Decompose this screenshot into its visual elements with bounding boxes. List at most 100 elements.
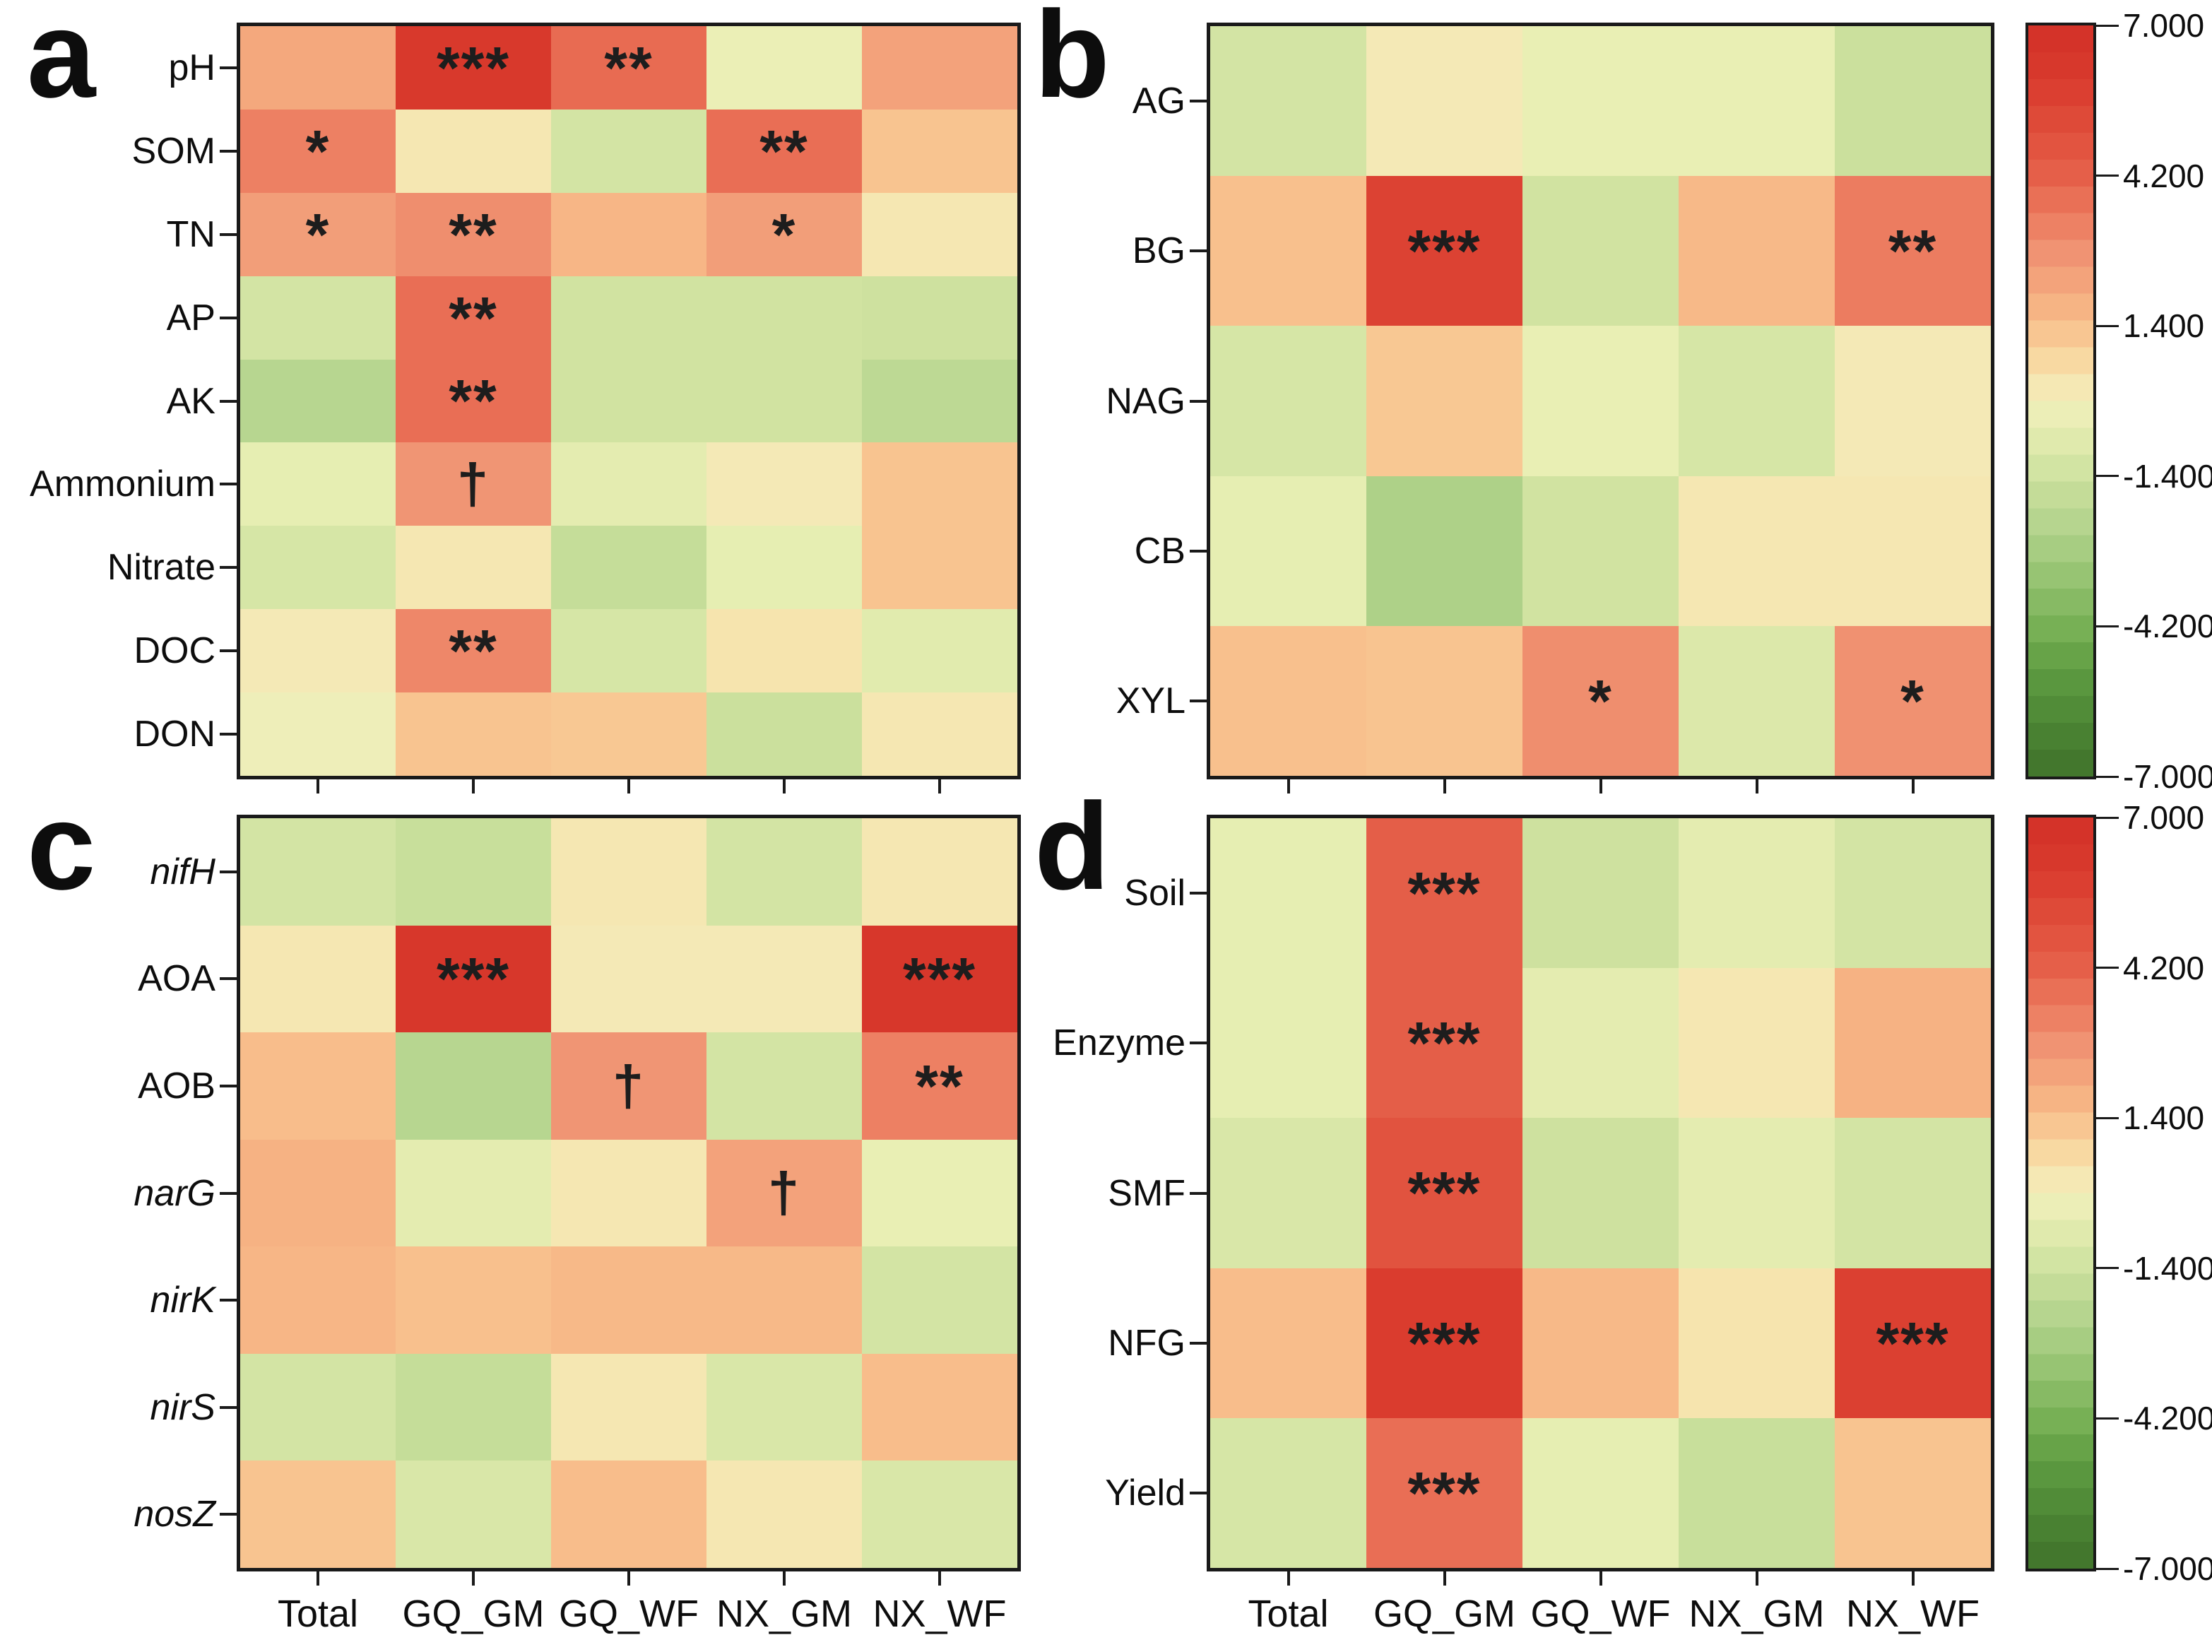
row-label-nosZ: nosZ bbox=[134, 1494, 215, 1535]
row-label-CB: CB bbox=[1134, 530, 1185, 572]
cell-c-nirS-Total bbox=[240, 1353, 396, 1461]
cell-c-nirS-GQ_GM bbox=[396, 1353, 551, 1461]
x-axis-tick bbox=[1599, 1571, 1602, 1586]
cell-b-CB-GQ_WF bbox=[1522, 476, 1679, 626]
cell-b-BG-NX_GM bbox=[1679, 176, 1835, 326]
cell-c-AOA-NX_WF: *** bbox=[862, 925, 1017, 1033]
y-axis-tick bbox=[220, 399, 237, 403]
cell-c-nirK-GQ_GM bbox=[396, 1246, 551, 1354]
cell-a-AP-NX_GM bbox=[706, 276, 862, 360]
row-label-NAG: NAG bbox=[1106, 380, 1185, 422]
y-axis-tick bbox=[220, 733, 237, 736]
cell-d-SMF-GQ_WF bbox=[1522, 1118, 1679, 1268]
y-axis-tick bbox=[220, 1405, 237, 1409]
cell-d-Yield-NX_GM bbox=[1679, 1417, 1835, 1568]
x-axis-tick bbox=[1755, 1571, 1758, 1586]
colorbar-tick-label: -4.200 bbox=[2123, 1400, 2212, 1437]
cell-c-nirS-NX_WF bbox=[862, 1353, 1017, 1461]
colorbar-tick-label: -7.000 bbox=[2123, 1550, 2212, 1587]
panel-label-d: d bbox=[1034, 778, 1110, 916]
x-label-Total: Total bbox=[1248, 1593, 1329, 1635]
row-label-Soil: Soil bbox=[1124, 873, 1185, 914]
cell-a-DON-NX_WF bbox=[862, 692, 1017, 776]
y-axis-tick bbox=[220, 1513, 237, 1516]
cell-c-AOB-GQ_WF: † bbox=[551, 1032, 706, 1140]
cell-a-TN-GQ_WF bbox=[551, 192, 706, 276]
cell-c-nifH-GQ_GM bbox=[396, 818, 551, 926]
cell-a-DOC-GQ_GM: ** bbox=[396, 609, 551, 693]
colorbar-tick-label: 7.000 bbox=[2123, 799, 2205, 836]
x-axis-tick bbox=[938, 779, 941, 793]
cell-d-NFG-GQ_WF bbox=[1522, 1268, 1679, 1418]
row-label-Enzyme: Enzyme bbox=[1053, 1022, 1185, 1064]
cell-d-Enzyme-GQ_GM: *** bbox=[1366, 968, 1522, 1119]
significance-marker: ** bbox=[449, 284, 498, 351]
y-axis-tick bbox=[220, 1084, 237, 1087]
row-label-AP: AP bbox=[166, 297, 215, 338]
cell-a-DON-GQ_GM bbox=[396, 692, 551, 776]
cell-d-Yield-GQ_WF bbox=[1522, 1417, 1679, 1568]
heatmap-grid-d: *** *** *** *** *** *** bbox=[1207, 815, 1994, 1571]
row-label-Yield: Yield bbox=[1105, 1472, 1185, 1514]
x-label-GQ_GM: GQ_GM bbox=[1373, 1593, 1516, 1635]
cell-d-SMF-NX_GM bbox=[1679, 1118, 1835, 1268]
row-label-pH: pH bbox=[168, 47, 215, 88]
row-label-DOC: DOC bbox=[134, 630, 215, 672]
cell-a-DOC-Total bbox=[240, 609, 396, 693]
colorbar-tick bbox=[2096, 816, 2119, 819]
cell-b-NAG-GQ_WF bbox=[1522, 326, 1679, 476]
cell-a-AK-NX_WF bbox=[862, 359, 1017, 443]
cell-b-XYL-GQ_GM bbox=[1366, 625, 1522, 776]
significance-marker: ** bbox=[449, 618, 498, 685]
y-axis-tick bbox=[1190, 892, 1207, 895]
y-axis-tick bbox=[220, 149, 237, 153]
significance-marker: *** bbox=[1407, 1010, 1481, 1077]
significance-marker: *** bbox=[1407, 1459, 1481, 1526]
cell-a-DON-GQ_WF bbox=[551, 692, 706, 776]
cell-d-Enzyme-NX_GM bbox=[1679, 968, 1835, 1119]
row-label-AK: AK bbox=[166, 380, 215, 422]
y-axis-tick bbox=[1190, 1341, 1207, 1345]
cell-b-CB-Total bbox=[1210, 476, 1366, 626]
row-label-nirS: nirS bbox=[150, 1386, 215, 1428]
row-label-AOB: AOB bbox=[138, 1065, 215, 1107]
cell-a-pH-GQ_WF: ** bbox=[551, 26, 706, 110]
colorbar-tick bbox=[2096, 1267, 2119, 1270]
colorbar-tick-label: -1.400 bbox=[2123, 1249, 2212, 1287]
cell-b-BG-Total bbox=[1210, 176, 1366, 326]
cell-d-Enzyme-NX_WF bbox=[1835, 968, 1991, 1119]
row-label-SOM: SOM bbox=[131, 130, 215, 172]
colorbar-tick-label: 1.400 bbox=[2123, 307, 2205, 345]
cell-a-DON-NX_GM bbox=[706, 692, 862, 776]
y-axis-tick bbox=[1190, 100, 1207, 103]
cell-b-NAG-GQ_GM bbox=[1366, 326, 1522, 476]
cell-a-TN-NX_GM: * bbox=[706, 192, 862, 276]
cell-a-TN-NX_WF bbox=[862, 192, 1017, 276]
cell-d-NFG-GQ_GM: *** bbox=[1366, 1268, 1522, 1418]
cell-d-SMF-Total bbox=[1210, 1118, 1366, 1268]
y-axis-tick bbox=[220, 1191, 237, 1195]
cell-a-Ammonium-GQ_WF bbox=[551, 442, 706, 526]
x-axis-tick bbox=[627, 1571, 630, 1586]
cell-a-Ammonium-NX_GM bbox=[706, 442, 862, 526]
x-axis-tick bbox=[1911, 779, 1915, 793]
cell-b-NAG-Total bbox=[1210, 326, 1366, 476]
cell-a-Nitrate-NX_GM bbox=[706, 526, 862, 610]
row-label-Nitrate: Nitrate bbox=[107, 547, 215, 589]
significance-marker: * bbox=[305, 201, 331, 268]
significance-marker: *** bbox=[902, 945, 977, 1013]
cell-c-nifH-NX_GM bbox=[706, 818, 862, 926]
colorbar-tick bbox=[2096, 175, 2119, 177]
row-label-AG: AG bbox=[1132, 81, 1185, 122]
cell-b-NAG-NX_GM bbox=[1679, 326, 1835, 476]
cell-a-SOM-NX_GM: ** bbox=[706, 109, 862, 193]
row-label-Ammonium: Ammonium bbox=[30, 464, 215, 505]
significance-marker: ** bbox=[759, 117, 809, 184]
cell-c-nosZ-NX_WF bbox=[862, 1461, 1017, 1568]
cell-c-AOB-NX_WF: ** bbox=[862, 1032, 1017, 1140]
x-axis-tick bbox=[1599, 779, 1602, 793]
cell-a-pH-NX_WF bbox=[862, 26, 1017, 110]
colorbar-tick-label: 4.200 bbox=[2123, 949, 2205, 986]
